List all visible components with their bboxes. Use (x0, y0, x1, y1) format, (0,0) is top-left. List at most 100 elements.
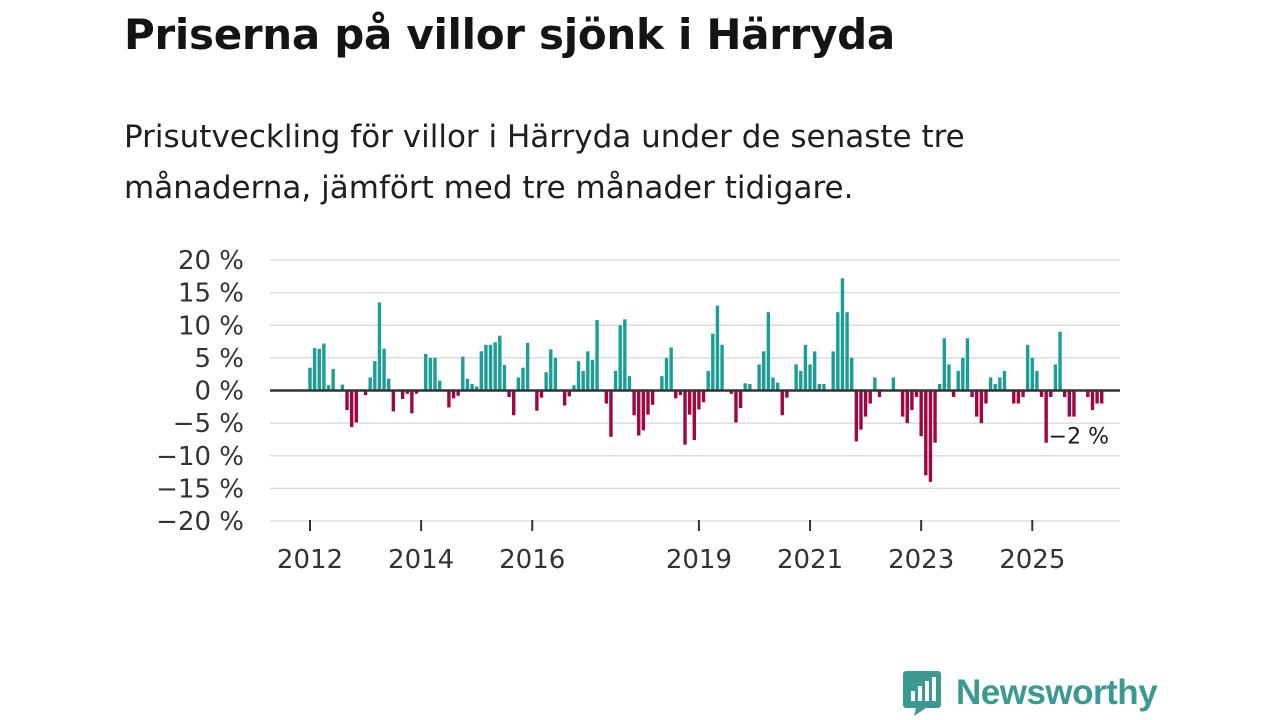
y-tick-label: 20 % (178, 246, 244, 276)
bar (836, 312, 840, 391)
bar (715, 305, 720, 391)
bar (488, 344, 493, 391)
bar (998, 377, 1002, 391)
bar (521, 367, 525, 391)
bar (988, 377, 993, 391)
bar (919, 390, 923, 437)
bar (331, 368, 335, 391)
bar (549, 349, 553, 391)
bar (928, 390, 933, 482)
bar (1072, 390, 1076, 417)
bar (428, 357, 433, 391)
bar (553, 357, 558, 391)
newsworthy-logo-icon (903, 671, 941, 716)
y-tick-label: −5 % (173, 409, 244, 439)
bar (405, 390, 409, 394)
bar (424, 353, 428, 391)
bar (683, 390, 687, 445)
x-tick-label: 2023 (888, 545, 954, 575)
bar (484, 344, 488, 391)
chart-title: Priserna på villor sjönk i Härryda (124, 10, 895, 59)
bar (447, 390, 451, 408)
bar (650, 390, 655, 405)
y-tick-label: −20 % (156, 507, 244, 537)
bar (451, 390, 456, 399)
bar (340, 384, 345, 391)
bar-chart: 20 %15 %10 %5 %0 %−5 %−10 %−15 %−20 % 20… (156, 246, 1120, 575)
bar (498, 335, 502, 391)
bar (363, 390, 368, 396)
bar (1100, 390, 1104, 404)
y-axis: 20 %15 %10 %5 %0 %−5 %−10 %−15 %−20 % (156, 246, 244, 537)
bar (456, 390, 460, 396)
bar (512, 390, 516, 416)
bar (465, 378, 470, 391)
bar (637, 390, 641, 436)
y-tick-label: −10 % (156, 442, 244, 472)
bar (831, 351, 835, 391)
bar (757, 364, 761, 391)
bar (859, 390, 863, 430)
bar (817, 383, 821, 391)
bar (502, 365, 507, 391)
bar (1067, 390, 1072, 417)
bar (780, 390, 784, 416)
bar (433, 357, 437, 391)
bar (840, 278, 845, 391)
bar (1049, 390, 1053, 398)
bar (771, 377, 775, 391)
bar (891, 377, 896, 391)
bar (368, 377, 372, 391)
bar (507, 390, 511, 398)
bar (627, 376, 632, 391)
bar (942, 338, 947, 391)
bar (669, 347, 673, 391)
y-tick-label: 0 % (194, 377, 244, 407)
bar (743, 383, 747, 391)
bar (641, 390, 646, 431)
bar (711, 333, 715, 391)
bar (609, 390, 613, 437)
bar (572, 385, 576, 391)
bar (322, 343, 326, 391)
bar (1095, 390, 1099, 404)
bar-series (308, 278, 1104, 482)
x-axis: 2012 2014 2016 2019 2021 2023 2025 (277, 520, 1065, 575)
bar (720, 344, 724, 391)
bar (539, 390, 544, 398)
brand-name: Newsworthy (956, 673, 1158, 712)
bar (567, 390, 571, 397)
y-tick-label: 10 % (178, 311, 244, 341)
bar (1090, 390, 1095, 411)
bar (868, 390, 872, 404)
bar (914, 390, 919, 398)
bar (377, 302, 382, 391)
bar (924, 390, 928, 476)
bar (1025, 344, 1030, 391)
bar (933, 390, 937, 443)
bar (873, 377, 877, 391)
bar (312, 348, 317, 391)
bar (595, 320, 599, 391)
y-tick-label: 15 % (178, 279, 244, 309)
bar (660, 376, 664, 391)
bar (349, 390, 354, 428)
bar (762, 351, 766, 391)
x-tick-label: 2019 (666, 545, 732, 575)
bar (525, 342, 530, 391)
bar (317, 348, 321, 391)
y-tick-label: −15 % (156, 474, 244, 504)
bar (414, 390, 419, 394)
bar (354, 390, 358, 423)
bar (345, 390, 349, 411)
bar (748, 383, 752, 391)
bar (766, 312, 771, 391)
bar (1002, 370, 1007, 391)
bar (701, 390, 706, 403)
last-value-label: −2 % (1049, 425, 1109, 450)
x-tick-label: 2014 (388, 545, 454, 575)
bar (692, 390, 696, 441)
bar (845, 312, 849, 391)
bar (905, 390, 909, 424)
bar (734, 390, 738, 423)
